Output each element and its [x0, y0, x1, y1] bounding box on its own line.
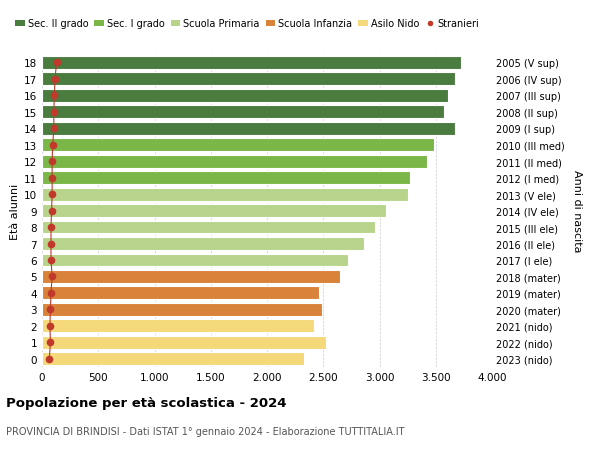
Bar [42, 139, 434, 152]
Bar [42, 90, 448, 102]
Bar [42, 303, 322, 316]
Bar [42, 353, 304, 365]
Text: Popolazione per età scolastica - 2024: Popolazione per età scolastica - 2024 [6, 396, 287, 409]
Bar [42, 287, 319, 300]
Bar [42, 205, 386, 218]
Bar [42, 221, 375, 234]
Bar [42, 73, 455, 86]
Bar [42, 336, 326, 349]
Bar [42, 188, 407, 201]
Bar [42, 320, 314, 332]
Bar [42, 238, 364, 251]
Bar [42, 57, 461, 70]
Bar [42, 123, 455, 135]
Bar [42, 156, 427, 168]
Bar [42, 106, 443, 119]
Y-axis label: Età alunni: Età alunni [10, 183, 20, 239]
Bar [42, 172, 410, 185]
Bar [42, 270, 340, 283]
Bar [42, 254, 348, 267]
Text: PROVINCIA DI BRINDISI - Dati ISTAT 1° gennaio 2024 - Elaborazione TUTTITALIA.IT: PROVINCIA DI BRINDISI - Dati ISTAT 1° ge… [6, 426, 404, 436]
Legend: Sec. II grado, Sec. I grado, Scuola Primaria, Scuola Infanzia, Asilo Nido, Stran: Sec. II grado, Sec. I grado, Scuola Prim… [16, 19, 479, 29]
Y-axis label: Anni di nascita: Anni di nascita [572, 170, 581, 252]
